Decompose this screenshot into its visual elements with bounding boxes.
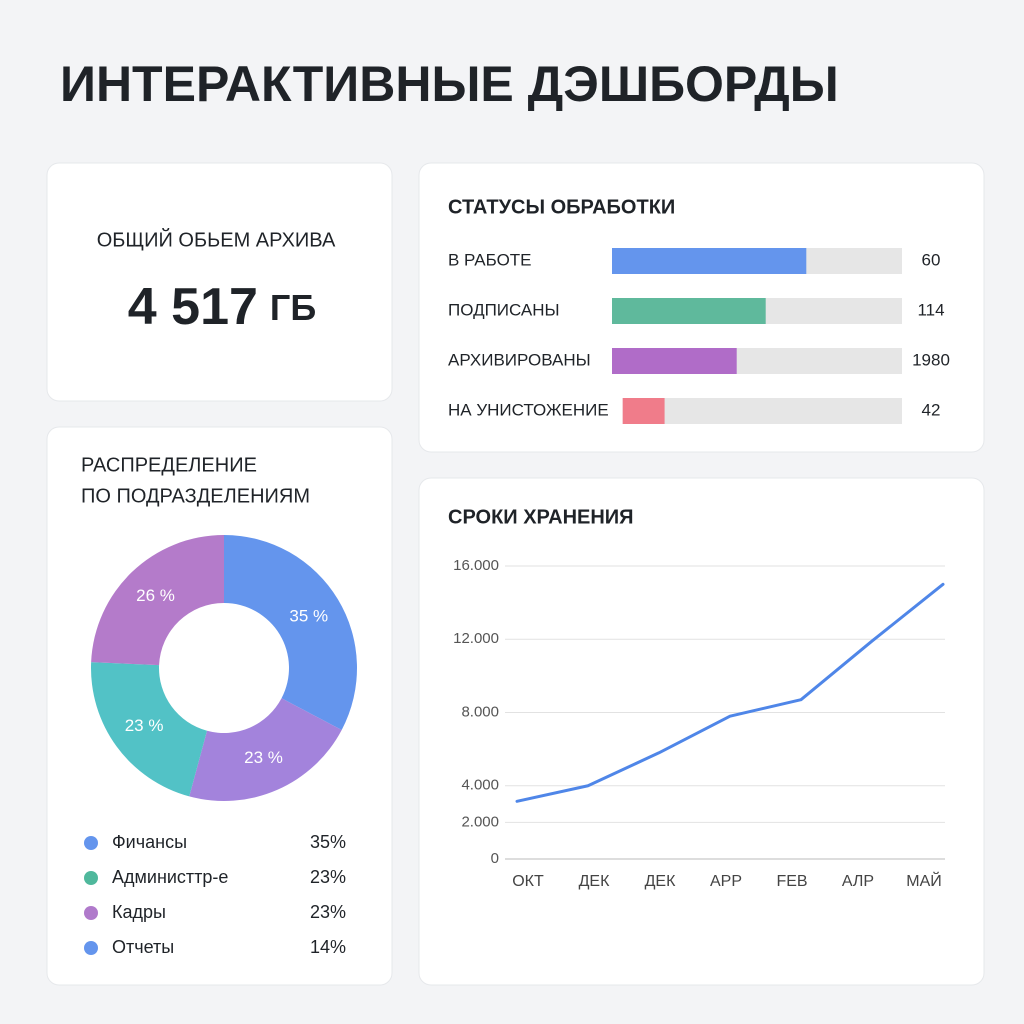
legend-name: Фичансы xyxy=(112,832,187,852)
distribution-title: РАСПРЕДЕЛЕНИЕ xyxy=(81,454,257,476)
bar xyxy=(612,298,766,324)
y-tick-label: 8.000 xyxy=(461,703,499,720)
y-tick-label: 4.000 xyxy=(461,777,499,794)
legend-name: Администтр-е xyxy=(112,867,228,887)
x-tick-label: АЛР xyxy=(842,873,874,890)
status-label: АРХИВИРОВАНЫ xyxy=(448,350,591,369)
legend-value: 35% xyxy=(310,832,346,852)
status-label: В РАБОТЕ xyxy=(448,250,532,269)
y-tick-label: 2.000 xyxy=(461,813,499,830)
archive-total: 4 517 ГБ xyxy=(128,278,316,336)
status-title: СТАТУСЫ ОБРАБОТКИ xyxy=(448,196,675,218)
y-tick-label: 12.000 xyxy=(453,630,499,647)
donut-slice xyxy=(189,698,342,801)
y-tick-label: 0 xyxy=(491,850,499,867)
slice-label: 35 % xyxy=(289,606,328,625)
status-count: 60 xyxy=(922,250,941,269)
donut-slice xyxy=(91,535,224,666)
legend-value: 14% xyxy=(310,937,346,957)
x-tick-label: ОКТ xyxy=(512,873,544,890)
legend-dot xyxy=(84,836,98,850)
bar xyxy=(612,348,737,374)
x-tick-label: FEB xyxy=(776,873,807,890)
legend-value: 23% xyxy=(310,867,346,887)
legend-dot xyxy=(84,906,98,920)
status-label: ПОДПИСАНЫ xyxy=(448,300,560,319)
donut-slice xyxy=(90,662,208,797)
status-count: 42 xyxy=(922,400,941,419)
legend-dot xyxy=(84,941,98,955)
slice-label: 26 % xyxy=(136,586,175,605)
archive-unit: ГБ xyxy=(270,287,316,328)
distribution-title: ПО ПОДРАЗДЕЛЕНИЯМ xyxy=(81,485,310,507)
x-tick-label: ДЕК xyxy=(645,873,677,890)
slice-label: 23 % xyxy=(244,748,283,767)
legend-name: Кадры xyxy=(112,902,166,922)
bar-track xyxy=(622,398,902,424)
storage-title: СРОКИ ХРАНЕНИЯ xyxy=(448,506,634,528)
legend-name: Отчеты xyxy=(112,937,174,957)
status-label: НА УНИСТОЖЕНИЕ xyxy=(448,400,609,419)
y-tick-label: 16.000 xyxy=(453,557,499,574)
status-count: 1980 xyxy=(912,350,950,369)
x-tick-label: APP xyxy=(710,873,742,890)
legend-dot xyxy=(84,871,98,885)
x-tick-label: ДЕК xyxy=(579,873,611,890)
archive-value: 4 517 xyxy=(128,278,258,336)
line xyxy=(515,582,945,803)
donut-slice xyxy=(224,535,357,730)
page-title: ИНТЕРАКТИВНЫЕ ДЭШБОРДЫ xyxy=(60,56,839,112)
x-tick-label: МАЙ xyxy=(906,871,942,890)
legend-value: 23% xyxy=(310,902,346,922)
archive-label: ОБЩИЙ ОБЬЕМ АРХИВА xyxy=(97,227,336,251)
status-count: 114 xyxy=(917,300,944,319)
archive-card xyxy=(46,162,393,402)
bar xyxy=(612,248,807,274)
slice-label: 23 % xyxy=(125,716,164,735)
bar xyxy=(622,398,665,424)
